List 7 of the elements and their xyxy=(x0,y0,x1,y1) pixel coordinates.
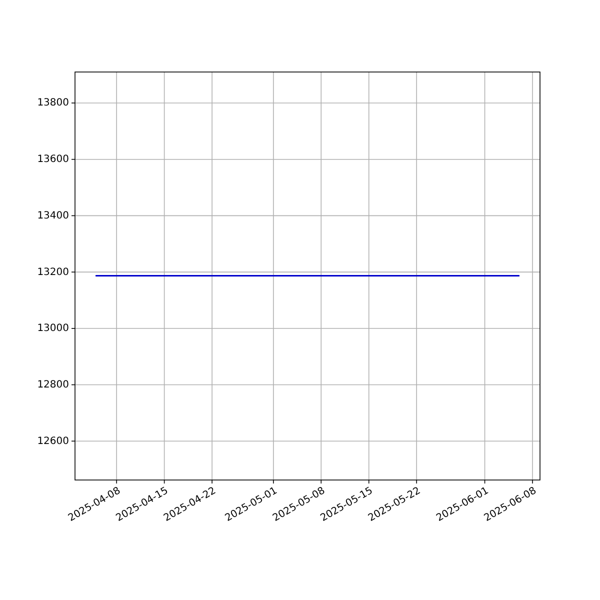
y-tick-label: 13800 xyxy=(37,98,69,109)
y-tick-label: 12800 xyxy=(37,379,69,390)
y-tick-label: 13000 xyxy=(37,323,69,334)
y-tick-label: 13600 xyxy=(37,154,69,166)
y-tick-label: 12600 xyxy=(37,436,69,447)
y-tick-label: 13400 xyxy=(37,210,69,222)
y-tick-label: 13200 xyxy=(37,266,69,278)
